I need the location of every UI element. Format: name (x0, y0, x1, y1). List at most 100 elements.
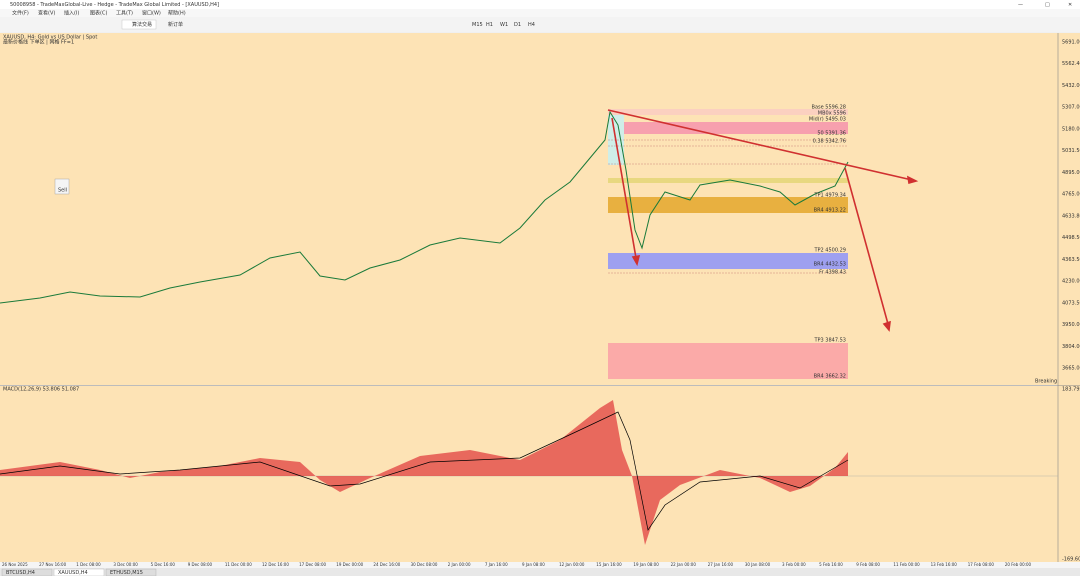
price-tick-label: 3665.00 (1062, 366, 1080, 372)
level-label: Base 5596.28 (812, 105, 846, 111)
time-label: 30 Jan 08:00 (745, 562, 771, 567)
time-label: 17 Feb 08:00 (968, 562, 995, 567)
close[interactable]: ✕ (1068, 2, 1072, 8)
level-label: TP1 4979.34 (813, 193, 846, 199)
time-label: 9 Dec 08:00 (188, 562, 213, 567)
price-tick-label: 3950.00 (1062, 322, 1080, 328)
price-tick-label: 5307.00 (1062, 105, 1080, 111)
time-label: 19 Jan 08:00 (633, 562, 659, 567)
price-tick-label: 4765.00 (1062, 192, 1080, 198)
menu-item[interactable]: 工具(T) (116, 11, 133, 17)
time-label: 11 Dec 00:00 (225, 562, 252, 567)
zone (608, 122, 848, 134)
minimize[interactable]: — (1018, 2, 1023, 8)
level-label: MB0x 5596 (818, 111, 846, 117)
level-label: BR4 4913.22 (814, 208, 846, 214)
timeframe-button[interactable]: H1 (486, 22, 493, 28)
symbol-label: XAUUSD, H4: Gold vs US Dollar | Spot (3, 35, 97, 41)
algo-button[interactable]: 算法交易 (132, 21, 152, 28)
time-label: 12 Dec 16:00 (262, 562, 289, 567)
level-label: BR4 4432.53 (814, 262, 846, 268)
window-title: 50008958 - TradeMaxGlobal-Live - Hedge -… (10, 2, 219, 8)
macd-histogram (0, 400, 848, 545)
time-label: 27 Jan 16:00 (708, 562, 734, 567)
price-line (0, 110, 849, 304)
time-label: 2 Jan 00:00 (448, 562, 471, 567)
macd-tick: -169.608 (1062, 557, 1080, 563)
time-label: 3 Feb 00:00 (782, 562, 806, 567)
level-label: TP3 3847.53 (813, 338, 846, 344)
time-label: 9 Jan 08:00 (522, 562, 545, 567)
time-label: 13 Feb 16:00 (931, 562, 958, 567)
level-label: 0.38 5342.76 (813, 139, 846, 145)
time-label: 7 Jan 16:00 (485, 562, 508, 567)
menu-bar (0, 9, 1080, 17)
time-label: 19 Dec 00:00 (336, 562, 363, 567)
toolbar (0, 17, 1080, 32)
menu-item[interactable]: 图表(C) (90, 10, 107, 17)
price-tick-label: 5562.40 (1062, 61, 1080, 67)
time-label: 12 Jan 00:00 (559, 562, 585, 567)
menu-item[interactable]: 插入(I) (64, 10, 79, 17)
time-label: 30 Dec 08:00 (411, 562, 438, 567)
chart-sublabel: 最新价格线 下单区 | 网格 FF=1 (3, 39, 74, 46)
timeframe-button[interactable]: H4 (528, 22, 535, 28)
time-label: 24 Dec 16:00 (373, 562, 400, 567)
toolbar-button[interactable] (121, 19, 157, 30)
new-order-button[interactable]: 新订单 (168, 21, 183, 28)
price-tick-label: 5691.00 (1062, 40, 1080, 46)
trade-panel (54, 178, 70, 195)
level-label: TP2 4500.29 (813, 248, 846, 254)
status-tag: Breaking (1035, 379, 1057, 385)
price-axis (1058, 33, 1080, 562)
zone (608, 109, 848, 115)
signal-line (0, 411, 849, 531)
level-label: Mid(r) 5495.03 (809, 117, 846, 123)
level-label: Fr 4398.43 (819, 270, 846, 276)
title-bar (0, 0, 1080, 9)
price-tick-label: 5180.00 (1062, 126, 1080, 132)
sell-button[interactable]: Sell (58, 188, 67, 194)
time-label: 5 Dec 16:00 (151, 562, 176, 567)
tab-label[interactable]: ETHUSD,M15 (110, 570, 143, 576)
menu-item[interactable]: 查看(V) (38, 10, 55, 17)
price-tick-label: 4230.00 (1062, 279, 1080, 285)
menu-item[interactable]: 帮助(H) (168, 10, 186, 17)
time-label: 3 Dec 00:00 (113, 562, 138, 567)
menu-item[interactable]: 文件(F) (12, 10, 29, 17)
price-tick-label: 5031.50 (1062, 148, 1080, 154)
time-label: 20 Feb 00:00 (1005, 562, 1032, 567)
tab-bar (0, 568, 1080, 576)
time-label: 27 Nov 16:00 (39, 562, 66, 567)
timeframe-button[interactable]: D1 (514, 22, 521, 28)
timeframe-button[interactable]: M15 (472, 22, 483, 28)
time-label: 17 Dec 08:00 (299, 562, 326, 567)
time-label: 5 Feb 16:00 (819, 562, 843, 567)
menu-item[interactable]: 窗口(W) (142, 10, 161, 17)
time-label: 1 Dec 08:00 (76, 562, 101, 567)
macd-tick: 183.792 (1062, 387, 1080, 393)
zone (608, 197, 848, 213)
price-tick-label: 4363.50 (1062, 257, 1080, 263)
maximize[interactable]: □ (1045, 2, 1050, 8)
price-tick-label: 4073.50 (1062, 300, 1080, 306)
macd-label: MACD(12,26,9) 53.806 51.087 (3, 387, 79, 393)
time-label: 22 Jan 00:00 (671, 562, 697, 567)
price-tick-label: 5432.00 (1062, 83, 1080, 89)
time-label: 9 Feb 08:00 (856, 562, 880, 567)
level-label: 50 5391.36 (817, 131, 846, 137)
time-axis (0, 562, 1080, 568)
price-tick-label: 3804.00 (1062, 344, 1080, 350)
level-label: BR4 3662.32 (814, 374, 846, 380)
price-tick-label: 4498.50 (1062, 235, 1080, 241)
zone (608, 253, 848, 269)
tab-label[interactable]: BTCUSD,H4 (6, 570, 35, 576)
price-tick-label: 4895.00 (1062, 170, 1080, 176)
time-label: 11 Feb 00:00 (893, 562, 920, 567)
zone (608, 343, 848, 379)
time-label: 15 Jan 16:00 (596, 562, 622, 567)
tab-label[interactable]: XAUUSD,H4 (58, 570, 88, 576)
timeframe-button[interactable]: W1 (500, 22, 508, 28)
price-chart (0, 33, 1058, 385)
